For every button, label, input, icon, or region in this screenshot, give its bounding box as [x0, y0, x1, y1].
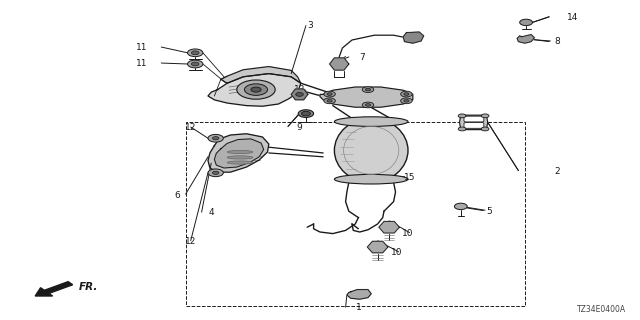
Ellipse shape [227, 150, 253, 154]
Text: 12: 12 [185, 124, 196, 132]
Circle shape [324, 98, 335, 104]
Polygon shape [330, 58, 349, 70]
Polygon shape [208, 134, 269, 172]
Circle shape [401, 91, 412, 97]
Text: 15: 15 [404, 173, 415, 182]
Text: 14: 14 [567, 13, 579, 22]
FancyBboxPatch shape [464, 123, 484, 128]
Circle shape [404, 93, 409, 95]
Polygon shape [379, 221, 399, 233]
Circle shape [208, 169, 223, 177]
Text: 12: 12 [185, 237, 196, 246]
Text: 10: 10 [402, 229, 413, 238]
Ellipse shape [227, 156, 253, 159]
Polygon shape [367, 241, 388, 253]
Polygon shape [214, 139, 264, 168]
Circle shape [404, 100, 409, 102]
Polygon shape [460, 115, 488, 130]
Ellipse shape [334, 174, 408, 184]
Circle shape [296, 92, 303, 96]
Polygon shape [291, 89, 308, 100]
Circle shape [324, 91, 335, 97]
Text: 3: 3 [308, 21, 313, 30]
FancyArrow shape [35, 282, 73, 296]
Circle shape [481, 127, 489, 131]
Circle shape [212, 171, 219, 174]
Text: 11: 11 [136, 44, 148, 52]
Circle shape [481, 114, 489, 118]
Text: 11: 11 [136, 60, 148, 68]
Circle shape [365, 88, 371, 91]
Circle shape [301, 111, 310, 116]
Polygon shape [208, 74, 301, 106]
Text: 5: 5 [487, 207, 492, 216]
Circle shape [191, 62, 199, 66]
Circle shape [458, 114, 466, 118]
Circle shape [327, 100, 332, 102]
Circle shape [188, 49, 203, 57]
Polygon shape [403, 32, 424, 43]
Text: 6: 6 [175, 191, 180, 200]
Circle shape [458, 127, 466, 131]
Polygon shape [221, 67, 301, 83]
Circle shape [520, 19, 532, 26]
Circle shape [251, 87, 261, 92]
Circle shape [362, 102, 374, 108]
Circle shape [208, 134, 223, 142]
FancyBboxPatch shape [464, 116, 484, 122]
Circle shape [365, 104, 371, 106]
Text: 8: 8 [554, 37, 559, 46]
Circle shape [298, 110, 314, 117]
Bar [186, 122, 525, 306]
Text: TZ34E0400A: TZ34E0400A [577, 305, 626, 314]
Ellipse shape [227, 161, 253, 164]
Circle shape [212, 137, 219, 140]
Ellipse shape [334, 118, 408, 182]
Circle shape [244, 84, 268, 95]
Text: 2: 2 [554, 167, 559, 176]
Text: FR.: FR. [79, 282, 98, 292]
Text: 4: 4 [209, 208, 214, 217]
Circle shape [188, 60, 203, 68]
Circle shape [454, 203, 467, 210]
Text: 13: 13 [294, 85, 305, 94]
Text: 9: 9 [297, 124, 302, 132]
Circle shape [191, 51, 199, 55]
Circle shape [237, 80, 275, 99]
Polygon shape [517, 35, 534, 43]
Text: 1: 1 [356, 303, 361, 312]
Polygon shape [347, 290, 371, 299]
Ellipse shape [334, 117, 408, 126]
Circle shape [327, 93, 332, 95]
Circle shape [401, 98, 412, 104]
Circle shape [362, 87, 374, 92]
Text: 7: 7 [359, 53, 364, 62]
Polygon shape [320, 87, 413, 107]
Text: 10: 10 [391, 248, 403, 257]
